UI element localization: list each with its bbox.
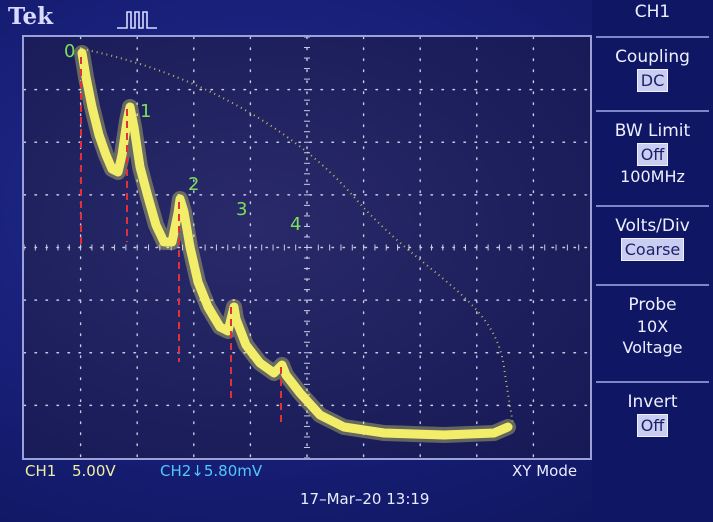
peak-labels: 0 1 2 3 4 (64, 41, 301, 235)
menu-coupling[interactable]: Coupling DC (596, 36, 709, 104)
brand-logo: Tek (8, 3, 54, 30)
mode-readout: XY Mode (512, 462, 578, 480)
trace-layer (74, 45, 516, 443)
peak-label: 4 (290, 214, 301, 235)
probe-label: Probe (628, 295, 677, 315)
bw-limit-label: BW Limit (614, 121, 691, 141)
graticule-display: 0 1 2 3 4 (22, 35, 592, 460)
menu-title: CH1 (634, 2, 671, 22)
invert-label: Invert (627, 392, 678, 412)
ch2-readout: CH2↓5.80mV (160, 462, 263, 480)
status-bar: CH1 5.00V CH2↓5.80mV XY Mode (0, 460, 592, 484)
volts-div-value: Coarse (620, 238, 685, 261)
main-trace (77, 48, 513, 440)
ch1-scale: 5.00V (72, 462, 116, 480)
header-bar: Tek (0, 0, 590, 36)
peak-label: 2 (188, 174, 199, 195)
bw-limit-sub: 100MHz (620, 167, 685, 186)
ch1-label: CH1 (25, 462, 57, 480)
bw-limit-value: Off (636, 143, 669, 166)
menu-bw-limit[interactable]: BW Limit Off 100MHz (596, 110, 709, 198)
peak-label: 0 (64, 41, 75, 62)
coupling-label: Coupling (615, 47, 690, 67)
channel-menu: CH1 Coupling DC BW Limit Off 100MHz Volt… (592, 0, 713, 522)
peak-label: 3 (236, 199, 247, 220)
volts-div-label: Volts/Div (615, 216, 690, 236)
pulse-trigger-icon (117, 11, 157, 29)
timestamp: 17–Mar–20 13:19 (300, 490, 430, 508)
probe-value: 10X (636, 317, 669, 336)
invert-value: Off (636, 414, 669, 437)
probe-sub: Voltage (622, 338, 683, 357)
menu-volts-div[interactable]: Volts/Div Coarse (596, 205, 709, 277)
peak-label: 1 (140, 101, 151, 122)
menu-invert[interactable]: Invert Off (596, 381, 709, 451)
coupling-value: DC (636, 69, 669, 92)
waveform-canvas: 0 1 2 3 4 (24, 37, 590, 458)
menu-probe[interactable]: Probe 10X Voltage (596, 284, 709, 374)
peak-markers (80, 57, 282, 427)
